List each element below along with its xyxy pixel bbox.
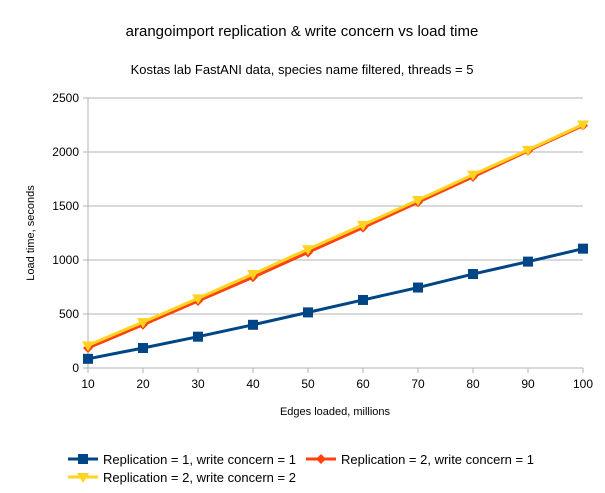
x-tick-label: 10 bbox=[81, 377, 95, 391]
data-point bbox=[412, 196, 424, 207]
y-tick-label: 0 bbox=[72, 361, 79, 375]
data-point bbox=[357, 220, 369, 231]
x-tick-label: 80 bbox=[466, 377, 480, 391]
x-tick-label: 60 bbox=[356, 377, 370, 391]
legend-item-1: Replication = 1, write concern = 1 bbox=[68, 452, 296, 467]
chart-title: arangoimport replication & write concern… bbox=[126, 23, 479, 40]
y-tick-label: 500 bbox=[59, 307, 79, 321]
legend-label: Replication = 1, write concern = 1 bbox=[103, 452, 296, 467]
gridlines bbox=[88, 97, 583, 369]
y-tick-label: 1500 bbox=[52, 199, 79, 213]
y-axis-label: Load time, seconds bbox=[25, 185, 37, 281]
series-1-line bbox=[87, 247, 584, 361]
data-point bbox=[83, 353, 93, 364]
y-tick-label: 2500 bbox=[52, 91, 79, 105]
legend-item-2: Replication = 2, write concern = 1 bbox=[306, 452, 534, 467]
data-point bbox=[302, 245, 314, 256]
legend-item-3: Replication = 2, write concern = 2 bbox=[68, 470, 296, 485]
data-point bbox=[192, 294, 204, 305]
legend: Replication = 1, write concern = 1 Replic… bbox=[68, 452, 534, 485]
legend-swatch-marker bbox=[78, 454, 88, 464]
data-point bbox=[578, 243, 588, 254]
data-point bbox=[523, 256, 533, 267]
data-point bbox=[248, 319, 258, 330]
x-tick-label: 100 bbox=[573, 377, 593, 391]
data-point bbox=[413, 282, 423, 293]
data-point bbox=[467, 170, 479, 181]
y-tick-label: 2000 bbox=[52, 145, 79, 159]
legend-label: Replication = 2, write concern = 2 bbox=[103, 470, 296, 485]
x-axis-label: Edges loaded, millions bbox=[280, 406, 391, 418]
series-1 bbox=[83, 243, 588, 364]
axes: 0 500 1000 1500 2000 2500 10 20 30 40 50 60 70 80 90 10… bbox=[52, 91, 593, 391]
chart-subtitle: Kostas lab FastANI data, species name fi… bbox=[131, 62, 474, 77]
x-tick-label: 70 bbox=[411, 377, 425, 391]
series-3-line bbox=[87, 123, 584, 347]
data-point bbox=[522, 145, 534, 156]
legend-label: Replication = 2, write concern = 1 bbox=[341, 452, 534, 467]
series-group bbox=[82, 120, 589, 364]
series-3 bbox=[82, 120, 589, 352]
data-point bbox=[577, 120, 589, 131]
data-point bbox=[247, 270, 259, 281]
data-point bbox=[138, 343, 148, 354]
data-point bbox=[303, 307, 313, 318]
data-point bbox=[468, 269, 478, 280]
data-point bbox=[358, 294, 368, 305]
x-tick-label: 20 bbox=[136, 377, 150, 391]
data-point bbox=[137, 318, 149, 329]
legend-swatch-marker bbox=[77, 473, 89, 483]
x-tick-label: 90 bbox=[521, 377, 535, 391]
data-point bbox=[193, 331, 203, 342]
x-tick-label: 40 bbox=[246, 377, 260, 391]
y-tick-label: 1000 bbox=[52, 253, 79, 267]
x-tick-label: 30 bbox=[191, 377, 205, 391]
data-point bbox=[82, 341, 94, 352]
legend-swatch-marker bbox=[316, 454, 326, 464]
x-tick-label: 50 bbox=[301, 377, 315, 391]
